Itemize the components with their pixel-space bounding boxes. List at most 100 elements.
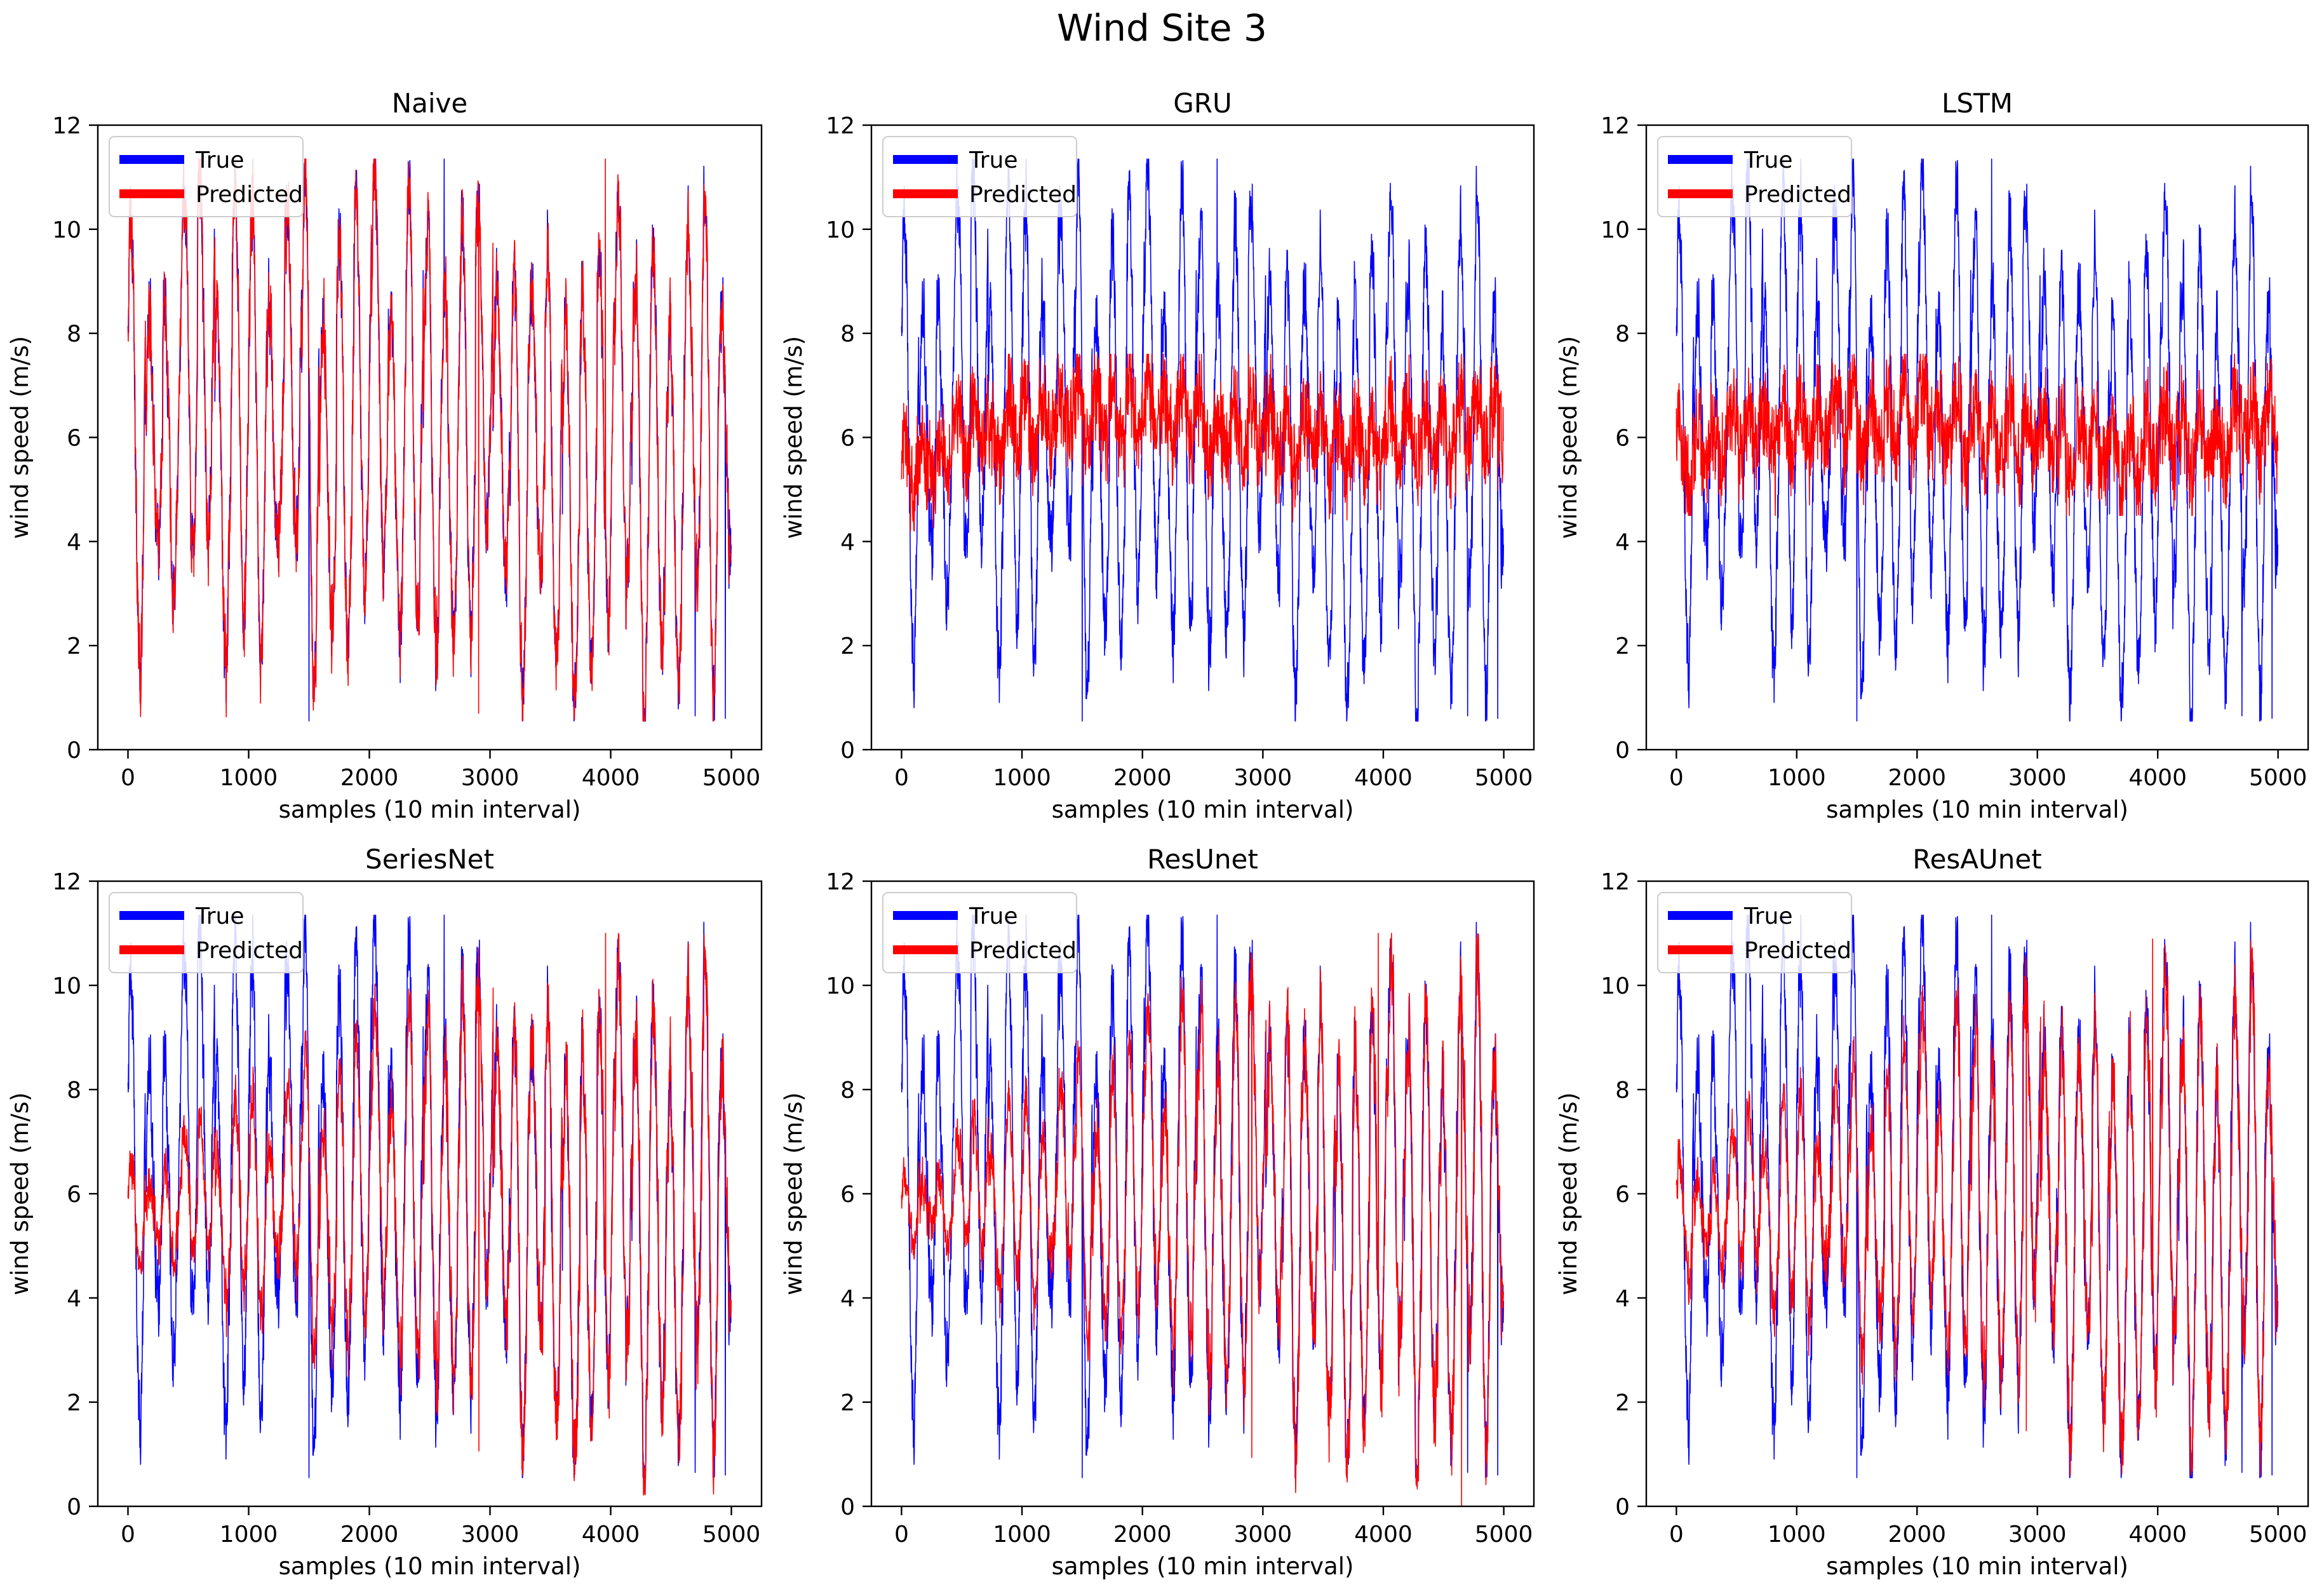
y-tick-label: 2 [1615, 633, 1630, 659]
y-tick-label: 4 [840, 1286, 855, 1312]
y-tick-label: 10 [1601, 973, 1630, 999]
legend-label-true: True [969, 903, 1018, 929]
y-tick-label: 2 [67, 633, 81, 659]
legend-label-true: True [1743, 903, 1792, 929]
y-tick-label: 10 [826, 217, 855, 243]
legend: True Predicted [109, 892, 304, 973]
series-group [1676, 158, 2279, 722]
y-tick-label: 0 [67, 1494, 81, 1520]
y-tick-label: 0 [67, 738, 81, 764]
y-tick-label: 8 [840, 1077, 855, 1104]
legend: True Predicted [109, 136, 304, 217]
x-axis-label: samples (10 min interval) [1826, 796, 2128, 823]
subplot-title: ResAUnet [1912, 844, 2041, 875]
y-tick-label: 8 [67, 1077, 81, 1104]
legend: True Predicted [882, 136, 1077, 217]
y-axis-label: wind speed (m/s) [780, 1092, 807, 1295]
x-tick-label: 0 [121, 765, 135, 791]
legend-label-true: True [195, 147, 244, 173]
x-tick-label: 0 [894, 1522, 909, 1548]
y-tick-label: 6 [67, 1182, 81, 1208]
subplot-title: GRU [1173, 88, 1232, 119]
x-tick-label: 3000 [1234, 765, 1293, 791]
y-tick-label: 4 [1615, 1286, 1630, 1312]
x-axis-label: samples (10 min interval) [279, 796, 581, 823]
x-tick-label: 1000 [220, 1522, 278, 1548]
y-tick-label: 10 [52, 973, 81, 999]
series-group [127, 158, 732, 722]
x-tick-label: 2000 [340, 765, 399, 791]
x-axis-label: samples (10 min interval) [1052, 796, 1354, 823]
subplot-resunet: 0 1000 2000 3000 4000 5000 0 2 4 6 8 10 12 ResUnet sam… [780, 844, 1535, 1580]
subplot-gru: 0 1000 2000 3000 4000 5000 0 2 4 6 8 10 12 GRU samples… [780, 88, 1535, 823]
legend-label-predicted: Predicted [196, 182, 303, 208]
x-tick-label: 4000 [582, 765, 640, 791]
y-tick-label: 10 [1601, 217, 1630, 243]
subplot-title: ResUnet [1147, 844, 1258, 875]
y-tick-label: 12 [1601, 869, 1630, 895]
x-tick-label: 2000 [1113, 765, 1172, 791]
y-axis-label: wind speed (m/s) [6, 1092, 34, 1295]
y-tick-label: 6 [67, 426, 81, 452]
subplot-title: Naive [392, 88, 468, 119]
x-tick-label: 5000 [702, 1522, 761, 1548]
x-tick-label: 3000 [2008, 765, 2067, 791]
x-tick-label: 5000 [2249, 765, 2307, 791]
x-axis-label: samples (10 min interval) [1826, 1553, 2128, 1580]
x-tick-label: 4000 [2128, 1522, 2187, 1548]
y-tick-label: 12 [1601, 113, 1630, 139]
y-tick-label: 0 [840, 1494, 855, 1520]
x-tick-label: 2000 [340, 1522, 399, 1548]
series-line-predicted [1676, 353, 2279, 517]
y-axis-label: wind speed (m/s) [780, 336, 807, 539]
series-line-true [1676, 914, 2279, 1478]
series-line-predicted [901, 353, 1504, 532]
y-tick-label: 2 [1615, 1390, 1630, 1416]
y-tick-label: 12 [826, 869, 855, 895]
series-line-true [901, 914, 1504, 1478]
subplot-title: SeriesNet [365, 844, 494, 875]
legend-label-true: True [195, 903, 244, 929]
y-tick-label: 4 [67, 529, 81, 555]
y-tick-label: 4 [67, 1286, 81, 1312]
y-axis-label: wind speed (m/s) [1555, 336, 1582, 539]
series-line-true [127, 914, 732, 1478]
legend: True Predicted [1657, 136, 1852, 217]
y-tick-label: 10 [52, 217, 81, 243]
y-axis-label: wind speed (m/s) [1555, 1092, 1582, 1295]
series-line-predicted [1676, 938, 2279, 1476]
y-tick-label: 2 [840, 1390, 855, 1416]
y-axis-label: wind speed (m/s) [6, 336, 34, 539]
y-tick-label: 6 [1615, 426, 1630, 452]
x-tick-label: 5000 [2249, 1522, 2307, 1548]
legend-label-predicted: Predicted [1744, 938, 1851, 964]
x-tick-label: 1000 [1768, 765, 1826, 791]
x-tick-label: 4000 [582, 1522, 640, 1548]
legend-label-predicted: Predicted [969, 938, 1077, 964]
subplot-lstm: 0 1000 2000 3000 4000 5000 0 2 4 6 8 10 12 LSTM sample… [1555, 88, 2309, 823]
x-tick-label: 5000 [1475, 1522, 1533, 1548]
y-tick-label: 8 [840, 321, 855, 348]
y-tick-label: 8 [67, 321, 81, 348]
series-group [901, 914, 1504, 1506]
legend-label-true: True [969, 147, 1018, 173]
x-tick-label: 5000 [702, 765, 761, 791]
y-tick-label: 10 [826, 973, 855, 999]
series-group [127, 914, 732, 1496]
x-tick-label: 2000 [1888, 765, 1946, 791]
y-tick-label: 12 [826, 113, 855, 139]
x-tick-label: 2000 [1888, 1522, 1946, 1548]
x-tick-label: 1000 [993, 1522, 1051, 1548]
subplot-title: LSTM [1942, 88, 2013, 119]
y-tick-label: 2 [67, 1390, 81, 1416]
x-tick-label: 1000 [1768, 1522, 1826, 1548]
legend: True Predicted [882, 892, 1077, 973]
series-group [1676, 914, 2279, 1478]
subplot-resaunet: 0 1000 2000 3000 4000 5000 0 2 4 6 8 10 12 ResAUnet sa… [1555, 844, 2309, 1580]
x-tick-label: 4000 [1354, 765, 1413, 791]
y-tick-label: 0 [1615, 1494, 1630, 1520]
series-line-predicted [127, 933, 732, 1496]
y-tick-label: 6 [1615, 1182, 1630, 1208]
x-tick-label: 1000 [993, 765, 1051, 791]
